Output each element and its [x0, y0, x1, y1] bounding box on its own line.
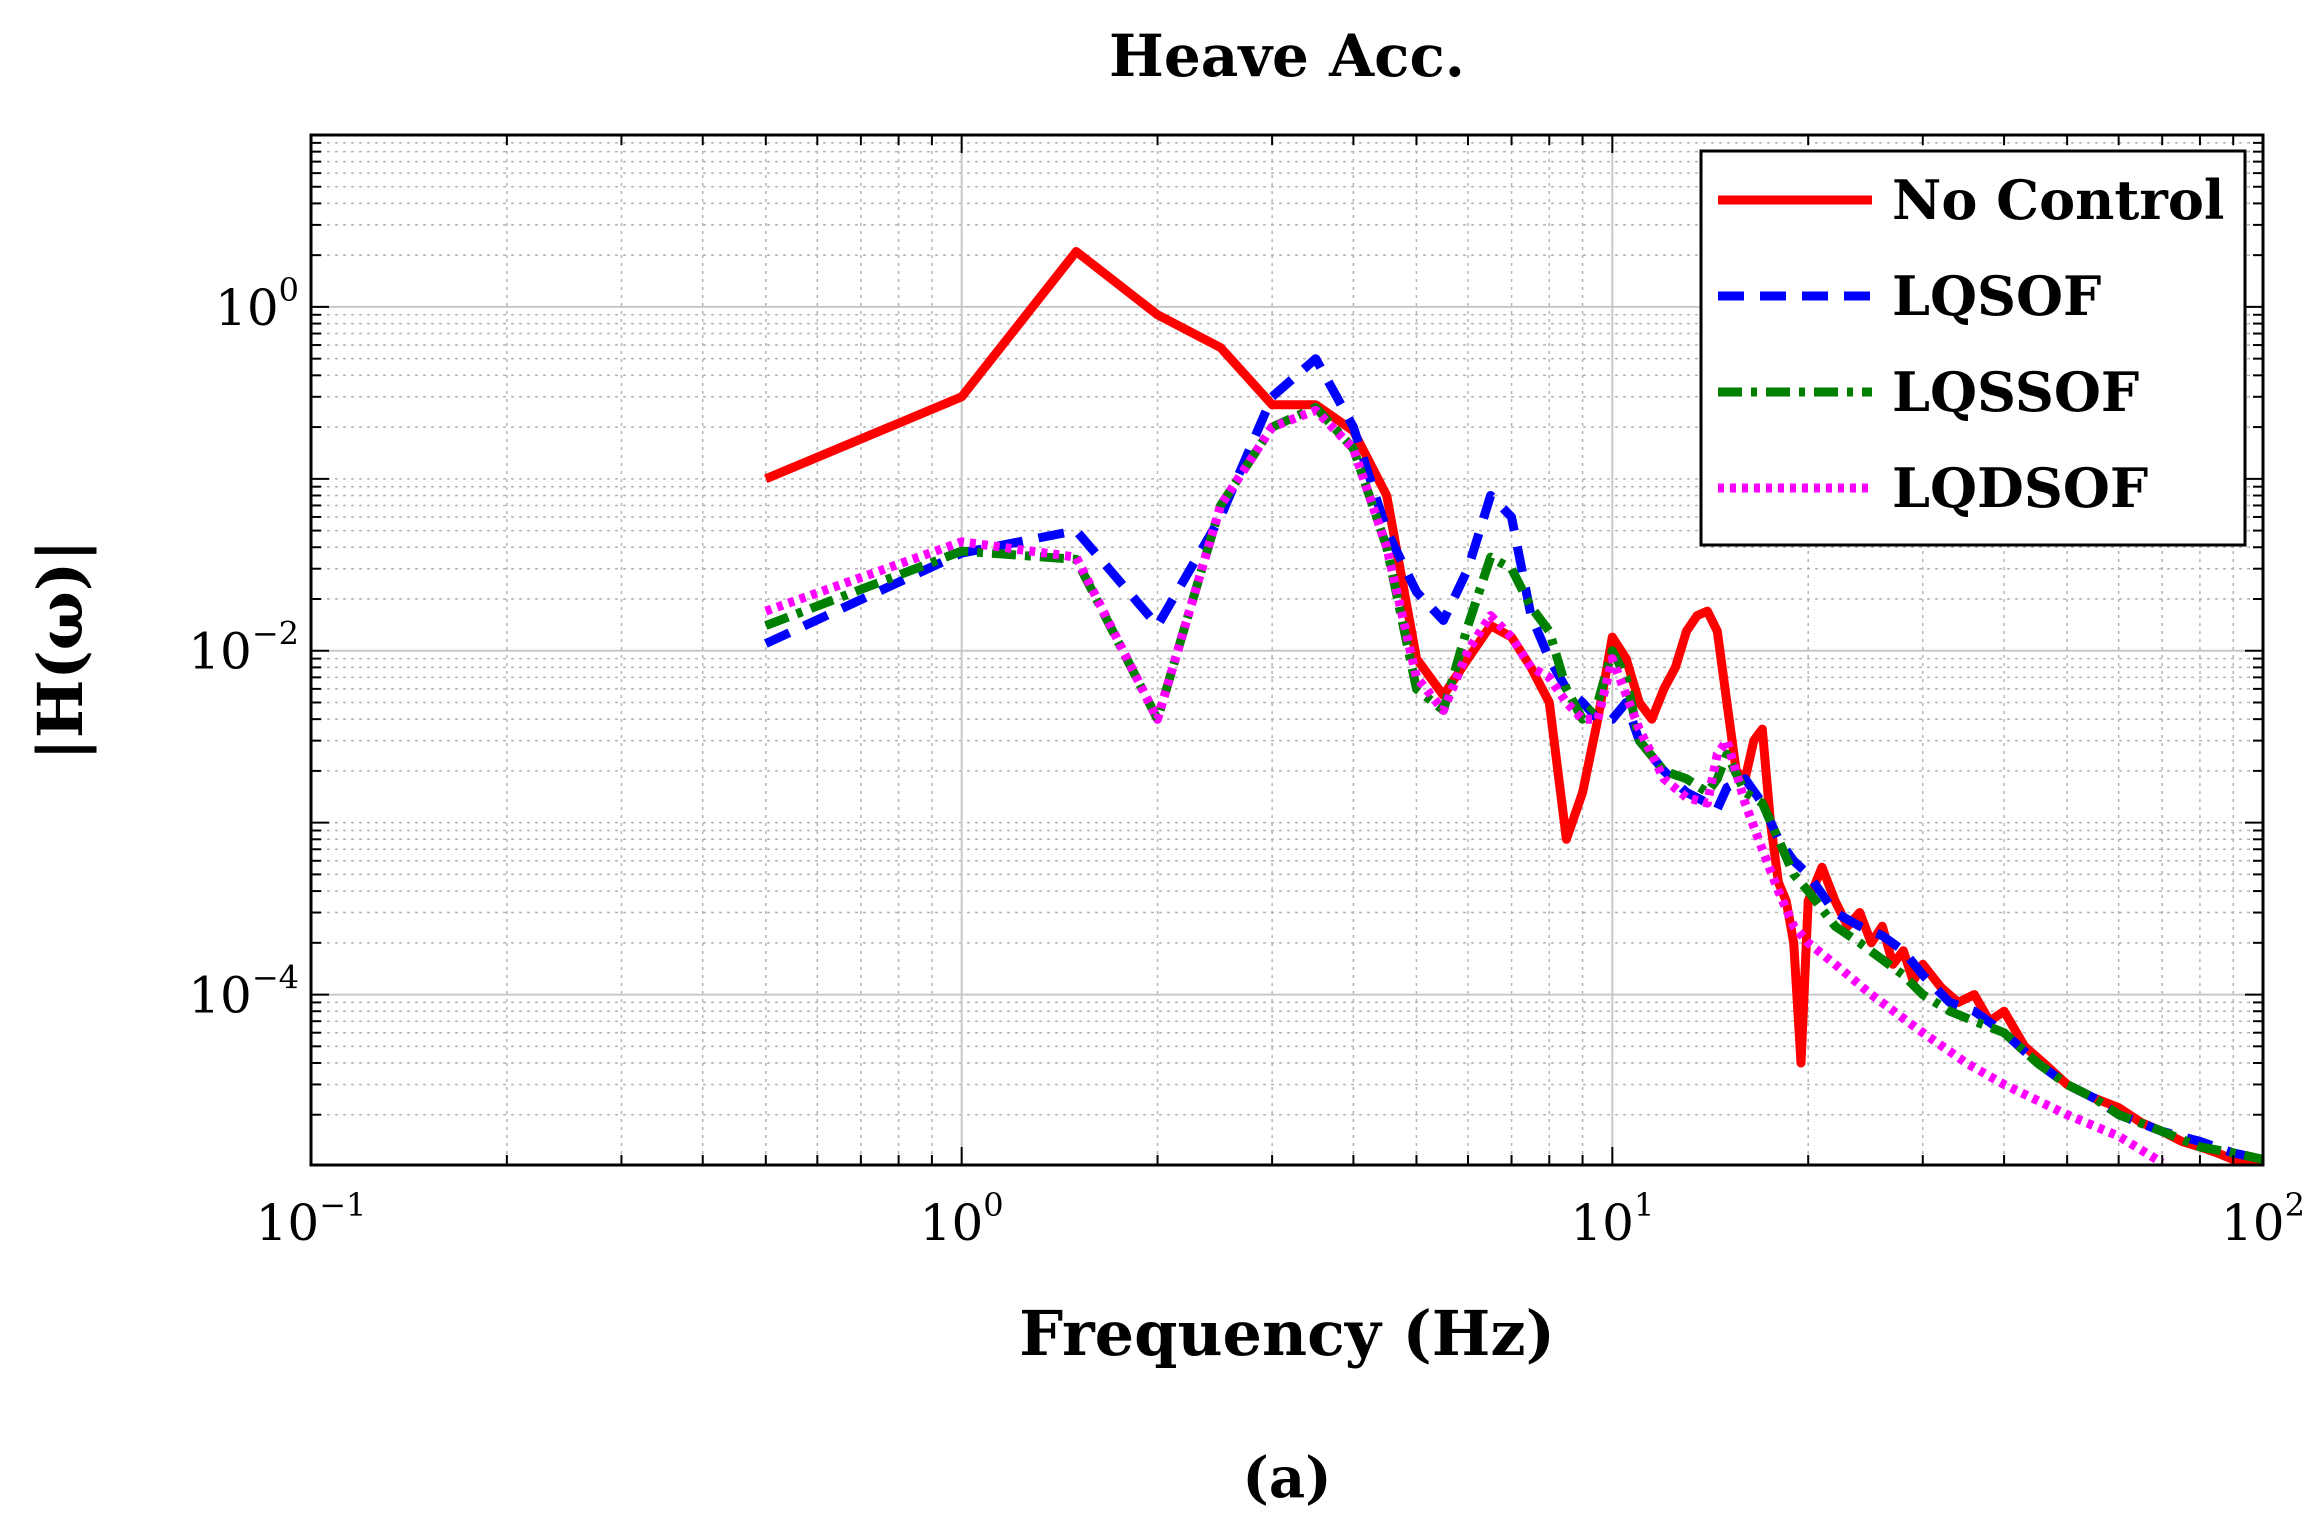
chart-title: Heave Acc.: [1109, 22, 1465, 90]
x-tick-label: 100: [920, 1186, 1004, 1252]
legend: No Control LQSOF LQSSOF LQDSOF: [1699, 149, 2247, 547]
series-layer: [763, 247, 2263, 1165]
legend-label: LQSOF: [1892, 264, 2101, 328]
x-tick-base: 10: [256, 1194, 320, 1252]
x-tick-label: 10−1: [256, 1186, 367, 1252]
x-tick-exponent: 0: [983, 1186, 1003, 1224]
y-tick-base: 10: [188, 967, 252, 1025]
x-tick-exponent: 1: [1634, 1186, 1654, 1224]
x-tick-label: 102: [2221, 1186, 2305, 1252]
y-tick-label: 10−4: [188, 959, 299, 1025]
y-tick-exponent: −2: [252, 615, 299, 653]
x-tick-exponent: −1: [319, 1186, 366, 1224]
y-tick-label: 100: [215, 271, 299, 337]
y-tick-label: 10−2: [188, 615, 299, 681]
x-tick-label: 101: [1570, 1186, 1654, 1252]
axis-ticks: [310, 135, 2263, 1165]
y-tick-base: 10: [188, 623, 252, 681]
x-tick-exponent: 2: [2285, 1186, 2305, 1224]
legend-label: No Control: [1892, 168, 2224, 232]
y-tick-base: 10: [215, 279, 279, 337]
series-line-lqdsof: [764, 405, 2165, 1165]
x-tick-base: 10: [920, 1194, 984, 1252]
x-axis-label: Frequency (Hz): [1019, 1297, 1555, 1370]
plot-frame: [309, 133, 2265, 1167]
legend-label: LQDSOF: [1892, 456, 2148, 520]
y-tick-exponent: 0: [279, 271, 299, 309]
x-tick-labels: 10−1 100 101 102: [256, 1186, 2305, 1252]
figure-caption: (a): [1242, 1445, 1331, 1511]
x-tick-base: 10: [1570, 1194, 1634, 1252]
legend-label: LQSSOF: [1892, 360, 2139, 424]
y-axis-label: |H(ω)|: [24, 539, 97, 760]
y-tick-exponent: −4: [252, 959, 299, 997]
legend-box: [1699, 149, 2247, 547]
x-tick-base: 10: [2221, 1194, 2285, 1252]
